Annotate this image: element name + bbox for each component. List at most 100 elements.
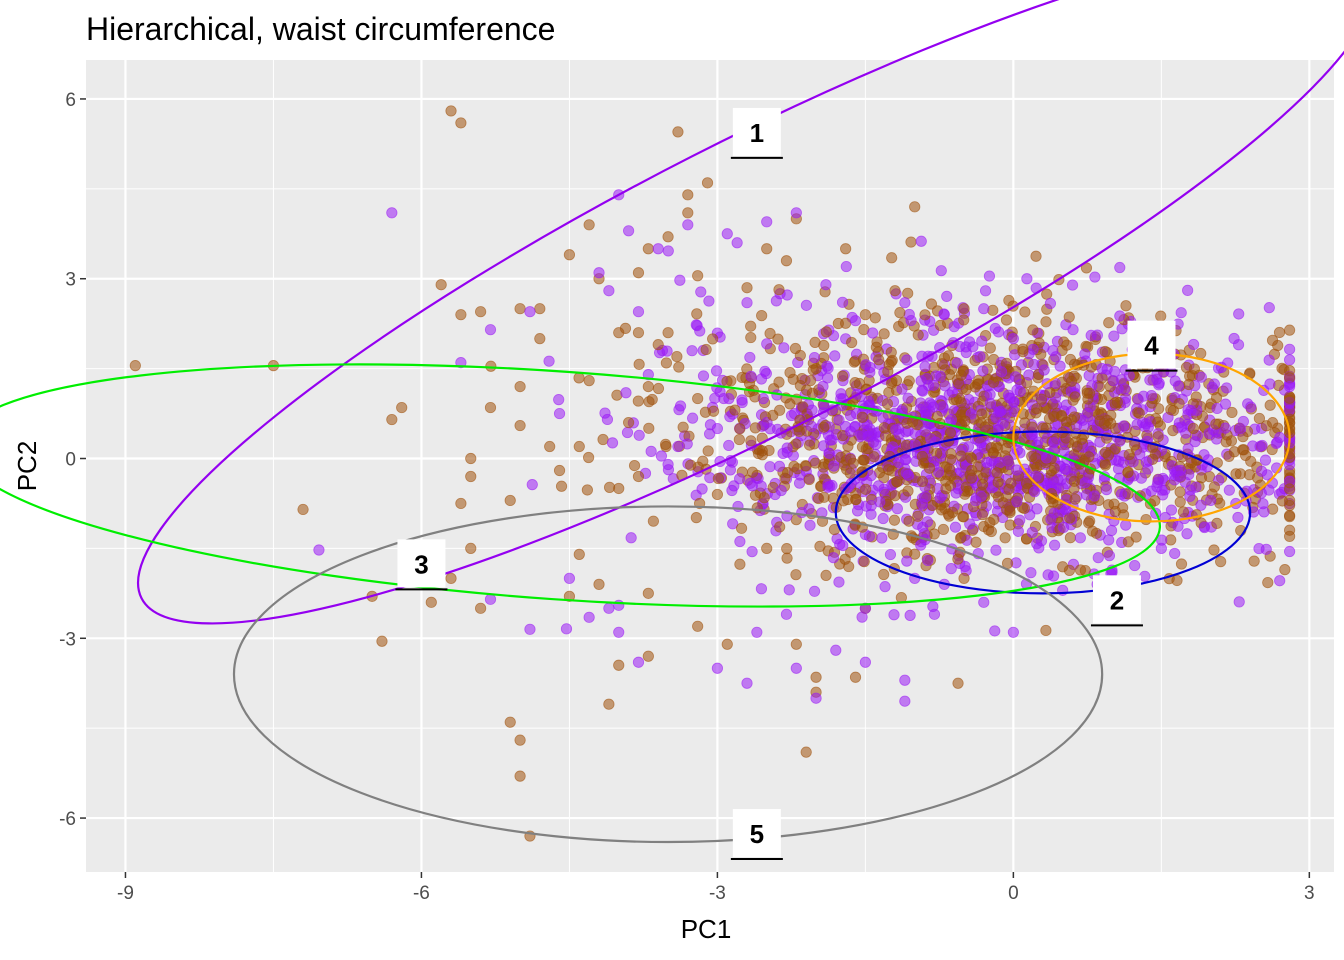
- data-point: [1185, 404, 1197, 417]
- data-point: [1183, 378, 1195, 391]
- label-text: 5: [750, 819, 764, 849]
- data-point: [674, 400, 687, 412]
- data-point: [878, 422, 890, 434]
- data-point: [524, 623, 536, 635]
- data-point: [870, 438, 882, 450]
- data-point: [711, 382, 723, 394]
- data-point: [623, 225, 635, 237]
- data-point: [943, 463, 956, 475]
- x-tick-label: -3: [709, 883, 726, 904]
- data-point: [822, 478, 834, 490]
- data-point: [1027, 324, 1039, 336]
- data-point: [923, 462, 936, 474]
- data-point: [1060, 464, 1072, 476]
- data-point: [772, 333, 784, 345]
- data-point: [1100, 484, 1113, 496]
- data-point: [1232, 511, 1244, 524]
- data-point: [1263, 302, 1275, 314]
- data-point: [1025, 567, 1037, 579]
- data-point: [1031, 538, 1043, 550]
- data-point: [846, 336, 858, 349]
- data-point: [1030, 470, 1042, 482]
- data-point: [628, 460, 641, 472]
- data-point: [1049, 539, 1061, 551]
- data-point: [820, 279, 832, 291]
- data-point: [1031, 403, 1043, 415]
- data-point: [862, 425, 874, 437]
- data-point: [767, 409, 779, 421]
- data-point: [987, 376, 1000, 388]
- data-point: [1105, 524, 1118, 537]
- data-point: [902, 392, 914, 404]
- data-point: [978, 303, 990, 315]
- data-point: [964, 518, 976, 530]
- data-point: [960, 481, 972, 493]
- data-point: [1284, 381, 1296, 393]
- cluster-labels: 1 2 3 4 5: [395, 107, 1178, 861]
- data-point: [642, 587, 654, 599]
- data-point: [761, 338, 773, 350]
- data-point: [1253, 412, 1265, 425]
- data-point: [632, 327, 645, 339]
- data-point: [1188, 338, 1200, 351]
- data-point: [723, 439, 735, 452]
- data-point: [746, 546, 758, 558]
- data-point: [975, 490, 987, 503]
- data-point: [922, 554, 934, 567]
- data-point: [1234, 422, 1246, 435]
- data-point: [1264, 378, 1276, 390]
- data-point: [386, 207, 398, 219]
- data-point: [682, 189, 694, 201]
- data-point: [1058, 336, 1070, 348]
- data-point: [1119, 383, 1131, 395]
- data-point: [613, 659, 625, 671]
- data-point: [563, 249, 576, 261]
- data-point: [803, 503, 815, 515]
- data-point: [1264, 399, 1276, 411]
- data-point: [660, 357, 672, 369]
- data-point: [1219, 422, 1231, 434]
- data-point: [1142, 421, 1154, 433]
- data-point: [976, 335, 988, 347]
- data-point: [1000, 314, 1013, 326]
- data-point: [1139, 570, 1151, 582]
- data-point: [710, 365, 723, 377]
- data-point: [1027, 343, 1039, 355]
- data-point: [711, 662, 723, 674]
- data-point: [990, 544, 1002, 556]
- data-point: [1181, 528, 1193, 540]
- data-point: [1067, 324, 1079, 336]
- data-point: [872, 480, 885, 492]
- data-point: [970, 536, 982, 548]
- data-point: [886, 252, 898, 264]
- data-point: [873, 354, 885, 366]
- data-point: [1172, 380, 1185, 392]
- y-tick-label: 0: [65, 450, 76, 471]
- data-point: [915, 235, 927, 247]
- data-point: [867, 327, 879, 339]
- data-point: [749, 391, 761, 403]
- data-point: [764, 423, 776, 435]
- data-point: [603, 481, 616, 493]
- data-point: [674, 274, 686, 286]
- data-point: [899, 453, 911, 466]
- data-point: [642, 650, 654, 662]
- data-point: [625, 532, 637, 544]
- data-point: [729, 404, 741, 416]
- data-point: [944, 427, 957, 439]
- data-point: [1153, 473, 1165, 486]
- data-point: [836, 296, 849, 308]
- data-point: [1029, 486, 1041, 498]
- data-point: [642, 380, 654, 393]
- data-point: [1099, 459, 1112, 471]
- data-point: [682, 219, 694, 231]
- data-point: [799, 460, 812, 472]
- data-point: [836, 370, 849, 382]
- data-point: [989, 625, 1001, 637]
- data-point: [808, 351, 821, 364]
- data-point: [1284, 483, 1296, 495]
- data-point: [1223, 450, 1235, 462]
- data-point: [1221, 382, 1233, 394]
- data-point: [671, 350, 683, 363]
- data-point: [692, 392, 704, 405]
